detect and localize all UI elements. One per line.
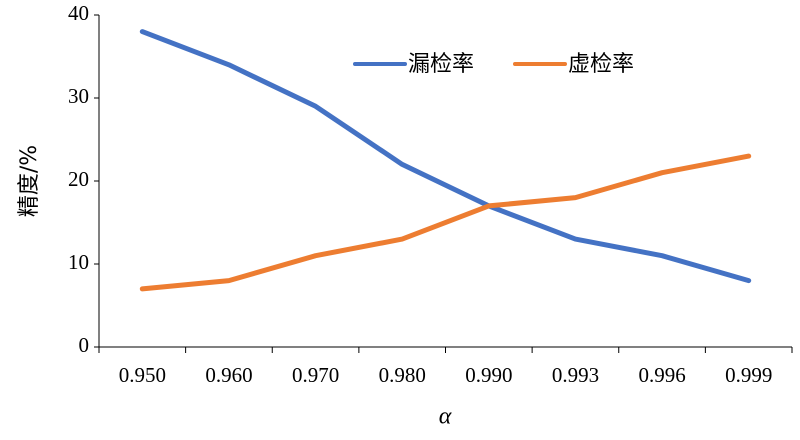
x-tick-labels: 0.950 0.960 0.970 0.980 0.990 0.993 0.996 0.999 — [98, 347, 793, 387]
legend-label-0: 漏检率 — [408, 52, 474, 77]
series-line-1 — [139, 153, 752, 292]
series-line-0 — [139, 29, 752, 284]
x-tick-label: 0.980 — [379, 363, 426, 387]
x-tick-label: 0.970 — [292, 363, 339, 387]
y-tick-label: 10 — [68, 250, 89, 274]
y-tick-label: 30 — [68, 84, 89, 108]
x-tick-label: 0.960 — [205, 363, 252, 387]
y-tick-label: 40 — [68, 1, 89, 25]
legend: 漏检率 虚检率 — [353, 52, 634, 77]
legend-label-1: 虚检率 — [568, 52, 634, 77]
x-axis-title: α — [439, 404, 452, 430]
x-tick-label: 0.993 — [552, 363, 599, 387]
x-tick-label: 0.990 — [465, 363, 512, 387]
x-tick-label: 0.950 — [119, 363, 166, 387]
y-tick-label: 20 — [68, 167, 89, 191]
series-layer — [139, 29, 752, 292]
y-tick-labels: 0 10 20 30 40 — [68, 1, 99, 357]
y-axis-title: 精度/% — [17, 145, 42, 217]
x-tick-label: 0.996 — [638, 363, 685, 387]
x-tick-label: 0.999 — [725, 363, 772, 387]
y-tick-label: 0 — [79, 333, 90, 357]
